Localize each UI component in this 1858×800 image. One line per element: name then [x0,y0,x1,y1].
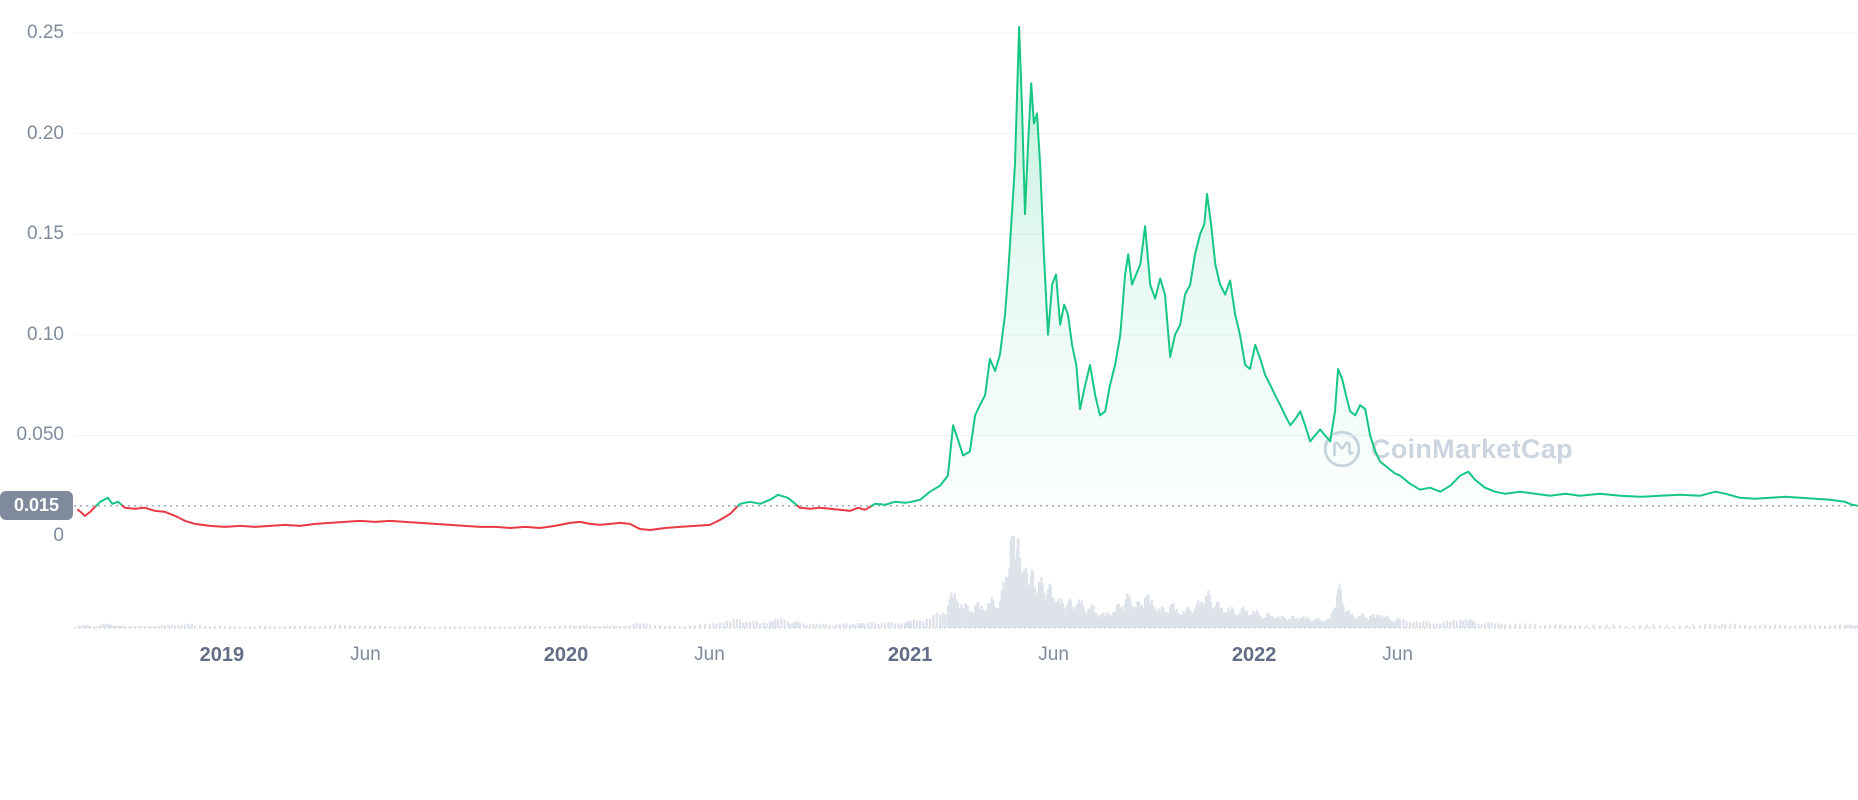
current-price-badge: 0.015 [0,491,73,521]
price-line-segment [870,26,1858,507]
x-axis-label: Jun [1038,644,1069,665]
y-axis-label: 0.050 [16,424,64,446]
price-area-fill [871,27,1858,506]
watermark-text: CoinMarketCap [1371,433,1573,464]
price-line-segment [77,504,98,517]
x-axis-label: Jun [694,644,725,665]
price-line-segment [796,504,873,512]
y-axis-label: 0.10 [27,323,64,345]
y-axis-labels: 0.25 0.20 0.15 0.10 0.050 0 [0,0,64,800]
y-axis-label: 0 [53,525,64,546]
x-axis-label: 2021 [887,644,933,666]
y-axis-label: 0.25 [27,22,64,43]
x-axis-label: 2022 [1231,644,1277,666]
price-line-segment [737,493,799,507]
gridlines [74,32,1858,436]
x-axis-label: 2020 [543,644,589,666]
current-price-label: 0.015 [13,495,60,516]
coinmarketcap-watermark: CoinMarketCap [1322,429,1573,469]
y-axis-label: 0.20 [27,122,64,144]
price-line-segment [95,496,124,507]
y-axis-label: 0.15 [27,223,64,245]
price-area-fill [96,497,123,506]
price-line-segment [121,504,740,531]
volume-bars [77,536,1858,628]
x-axis-label: Jun [1382,644,1413,665]
x-axis-label: Jun [350,644,381,665]
x-axis-label: 2019 [199,644,245,666]
